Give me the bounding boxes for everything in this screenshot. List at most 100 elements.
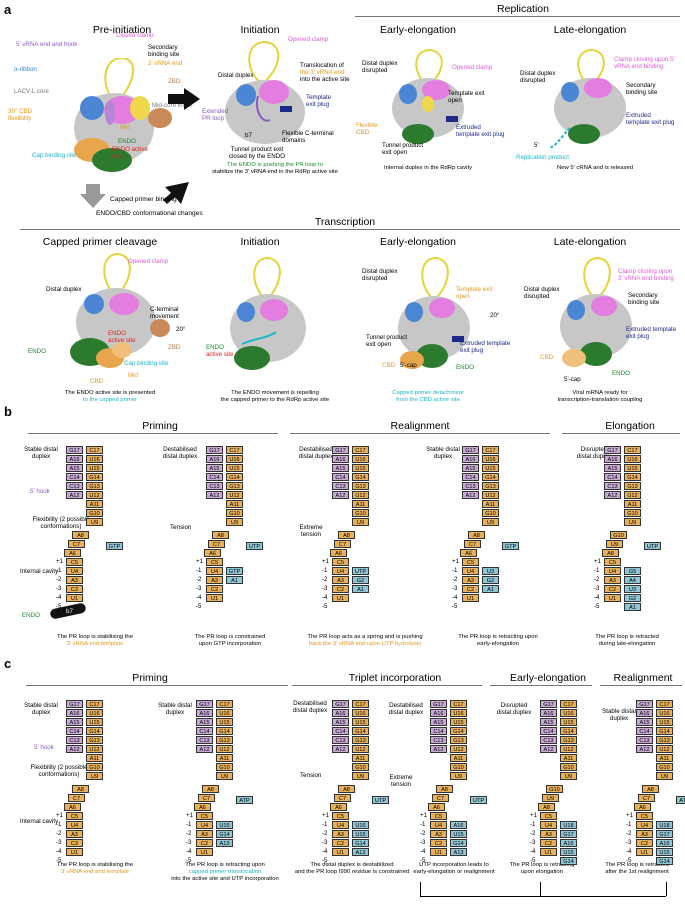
c4-distal-left-3: C14	[430, 727, 447, 735]
b5-pos-4: -4	[594, 594, 600, 601]
transition-arrow-icon	[168, 88, 200, 110]
c6-distal-right-5: U12	[656, 745, 673, 753]
b2-template-0: A8	[212, 531, 229, 539]
c1-template-1: C7	[68, 794, 85, 802]
b5-distal-right-8: U9	[624, 518, 641, 526]
c5-cavity-2: A3	[540, 830, 557, 838]
b3-cavity-1: U4	[332, 567, 349, 575]
c3-cavity-0: C5	[332, 812, 349, 820]
b4-distal-right-2: U15	[482, 464, 499, 472]
label-closed-clamp: Closed clamp	[116, 32, 154, 39]
b-label-stable-2: Stable distal duplex	[426, 446, 460, 460]
c3-incoming-nt: UTP	[372, 796, 389, 804]
b3-distal-right-3: G14	[352, 473, 369, 481]
label-cap5-late2: 5'-cap	[564, 376, 581, 383]
c6-template-2: A6	[634, 803, 651, 811]
c2-pos-1: -1	[186, 821, 192, 828]
c-label-flex: Flexibility (2 possible conformations)	[30, 764, 88, 778]
label-active-init2: active site	[206, 351, 234, 358]
c2-template-2: A6	[194, 803, 211, 811]
c5-cavity-3: C2	[540, 839, 557, 847]
b5-distal-right-5: U12	[624, 491, 641, 499]
c4-pos-0: +1	[420, 812, 428, 819]
c3-pos-3: -3	[322, 839, 328, 846]
c3-pos-1: -1	[322, 821, 328, 828]
b1-distal-right-4: G13	[86, 482, 103, 490]
c3-nascent-3: A13	[352, 848, 369, 856]
c5-distal-right-5: U12	[560, 745, 577, 753]
c3-cavity-4: U1	[332, 848, 349, 856]
c3-distal-right-4: G13	[352, 736, 369, 744]
b1-distal-left-2: A15	[66, 464, 83, 472]
c5-pos-2: -2	[530, 830, 536, 837]
b3-distal-right-6: A11	[352, 500, 369, 508]
c5-distal-right-3: G14	[560, 727, 577, 735]
b4-pos-4: -4	[452, 594, 458, 601]
c-title-realign: Realignment	[613, 672, 673, 684]
c-rule-realign	[600, 685, 682, 686]
label-endo-active: ENDO active site	[112, 146, 148, 160]
b1-distal-left-4: C13	[66, 482, 83, 490]
c-bracket-left	[420, 882, 421, 896]
c5-template-2: A8	[538, 803, 555, 811]
c1-distal-right-3: G14	[86, 727, 103, 735]
b3-distal-right-4: G13	[352, 482, 369, 490]
caption-late: New 5' cRNA and is released	[556, 165, 634, 171]
b3-pos-0: +1	[322, 558, 330, 565]
label-deg-1: 20°	[176, 326, 186, 333]
b2-cavity-3: C2	[206, 585, 223, 593]
c6-distal-right-8: U9	[656, 772, 673, 780]
label-cap5-early2: 5'-cap	[400, 362, 417, 369]
c4-nascent-2: G14	[450, 839, 467, 847]
title-late-elongation: Late-elongation	[553, 24, 627, 36]
b2-distal-right-0: C17	[226, 446, 243, 454]
c-label-stable-3: Stable distal duplex	[602, 708, 636, 722]
label-template-open: Template exit open	[448, 90, 485, 104]
c2-pos-0: +1	[186, 812, 194, 819]
c4-distal-left-1: A16	[430, 709, 447, 717]
c5-pos-4: -4	[530, 848, 536, 855]
b1-incoming-nt: GTP	[106, 542, 123, 550]
b5-pos-5: -5	[594, 603, 600, 610]
c4-nascent-0: A16	[450, 821, 467, 829]
label-replication-product: Replication product	[516, 154, 569, 161]
b1-distal-right-7: G10	[86, 509, 103, 517]
b4-nascent-1: G2	[482, 576, 499, 584]
b1-template-1: C7	[68, 540, 85, 548]
b3-nascent-1: G2	[352, 576, 369, 584]
b4-distal-left-3: C14	[462, 473, 479, 481]
b-label-hook: 5' hook	[30, 488, 50, 495]
protein-render	[392, 49, 464, 144]
c1-distal-right-5: U12	[86, 745, 103, 753]
c2-nascent-2: A13	[216, 839, 233, 847]
label-secondary-late: Secondary binding site	[626, 82, 658, 96]
b5-template-1: U9	[606, 540, 623, 548]
label-translocation-c: into the active site	[300, 76, 350, 83]
b5-nascent-2: U3	[624, 585, 641, 593]
c5-pos-0: +1	[530, 812, 538, 819]
b3-cavity-4: U1	[332, 594, 349, 602]
label-mid: Mid	[120, 124, 130, 131]
b-label-destab-1: Destabilised distal duplex	[162, 446, 198, 460]
c2-template-1: C7	[198, 794, 215, 802]
b1-cavity-1: U4	[66, 567, 83, 575]
c-caption-2b: capped primer translocation	[188, 869, 262, 875]
b4-pos-1: -1	[452, 567, 458, 574]
c1-distal-right-2: U15	[86, 718, 103, 726]
label-opened-clamp: Opened clamp	[288, 36, 329, 43]
label-translocation-b: the 3' vRNA end	[300, 69, 345, 76]
b1-template-0: A8	[72, 531, 89, 539]
c4-cavity-1: U4	[430, 821, 447, 829]
c4-incoming-nt: UTP	[470, 796, 487, 804]
c2-cavity-3: C2	[196, 839, 213, 847]
b1-cavity-0: C5	[66, 558, 83, 566]
replication-rule	[355, 16, 680, 17]
c2-distal-right-5: U12	[216, 745, 233, 753]
c2-distal-right-3: G14	[216, 727, 233, 735]
c-title-priming: Priming	[132, 672, 168, 684]
b2-pos-1: -1	[196, 567, 202, 574]
b1-distal-right-2: U15	[86, 464, 103, 472]
c2-distal-left-3: C14	[196, 727, 213, 735]
label-endo: ENDO	[118, 138, 136, 145]
b4-distal-right-0: C17	[482, 446, 499, 454]
